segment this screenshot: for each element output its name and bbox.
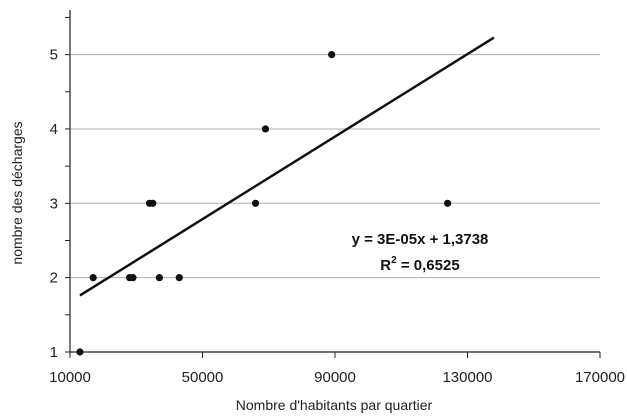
y-axis-title: nombre des décharges xyxy=(9,121,25,264)
x-tick-label: 90000 xyxy=(314,369,356,386)
data-point xyxy=(76,348,84,356)
y-tick-label: 5 xyxy=(50,47,58,64)
data-point xyxy=(155,274,164,282)
data-point xyxy=(129,274,137,282)
trendline-layer xyxy=(79,36,495,297)
r-squared-prefix: R xyxy=(380,257,391,274)
axes xyxy=(69,10,600,353)
x-tick-label: 130000 xyxy=(442,369,492,386)
r-squared-exponent: 2 xyxy=(391,255,397,266)
x-tick-label: 170000 xyxy=(575,369,625,386)
data-point xyxy=(251,199,260,207)
y-tick-label: 2 xyxy=(50,270,58,287)
data-points xyxy=(76,51,452,356)
x-tick-label: 50000 xyxy=(182,369,224,386)
data-point xyxy=(149,199,157,207)
data-point xyxy=(328,51,336,59)
data-point xyxy=(444,199,452,207)
data-point xyxy=(175,274,183,282)
ticks: 1 2 3 4 5 10000 50000 90000 130000 170000 xyxy=(49,16,625,386)
equation-text: y = 3E-05x + 1,3738 xyxy=(352,231,489,248)
r-squared-value: = 0,6525 xyxy=(397,257,460,274)
data-point xyxy=(261,125,270,133)
data-point xyxy=(89,274,97,282)
grid-lines xyxy=(70,54,600,279)
y-tick-label: 4 xyxy=(50,121,58,138)
x-tick-label: 10000 xyxy=(49,369,91,386)
x-axis-title: Nombre d'habitants par quartier xyxy=(236,397,433,413)
y-tick-label: 3 xyxy=(50,195,58,212)
r-squared-text: R2 = 0,6525 xyxy=(380,255,459,274)
trendline xyxy=(79,36,495,297)
y-tick-label: 1 xyxy=(50,344,58,361)
